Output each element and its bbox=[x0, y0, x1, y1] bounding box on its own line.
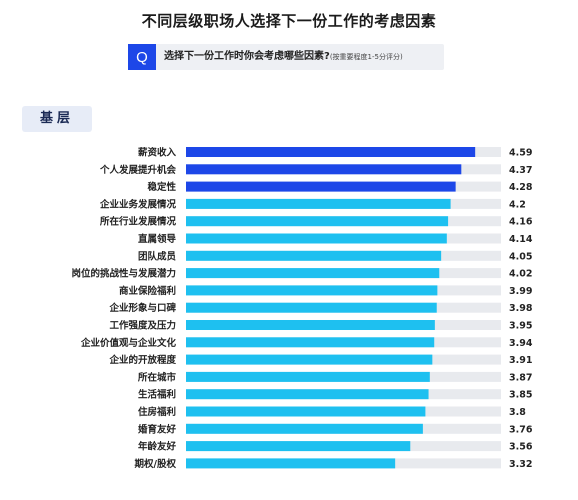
value-label: 4.59 bbox=[509, 148, 532, 159]
value-label: 3.94 bbox=[509, 338, 533, 349]
value-label: 3.8 bbox=[509, 407, 526, 418]
value-label: 3.87 bbox=[509, 372, 532, 383]
bar bbox=[186, 198, 451, 209]
bar bbox=[186, 164, 462, 175]
value-label: 4.28 bbox=[509, 182, 533, 193]
bar bbox=[186, 389, 429, 400]
chart-title: 不同层级职场人选择下一份工作的考虑因素 bbox=[141, 12, 437, 30]
bar bbox=[186, 423, 423, 434]
value-label: 3.98 bbox=[509, 303, 533, 314]
category-label: 企业价值观与企业文化 bbox=[80, 337, 177, 349]
value-label: 3.85 bbox=[509, 390, 532, 401]
value-label: 3.99 bbox=[509, 286, 532, 297]
bar bbox=[186, 181, 456, 192]
category-label: 所在行业发展情况 bbox=[100, 216, 177, 228]
category-label: 个人发展提升机会 bbox=[99, 164, 177, 176]
value-label: 4.14 bbox=[509, 234, 533, 245]
category-label: 稳定性 bbox=[147, 181, 176, 193]
value-label: 4.16 bbox=[509, 217, 533, 228]
bar bbox=[186, 268, 440, 279]
category-label: 企业业务发展情况 bbox=[99, 198, 177, 210]
category-label: 薪资收入 bbox=[138, 147, 177, 159]
value-label: 3.76 bbox=[509, 424, 533, 435]
category-label: 所在城市 bbox=[138, 371, 177, 383]
bar bbox=[186, 406, 426, 417]
bar bbox=[186, 337, 435, 348]
question-box: Q 选择下一份工作时你会考虑哪些因素?(按重要程度1-5分评分) bbox=[128, 44, 444, 70]
bar bbox=[186, 250, 442, 261]
bar bbox=[186, 320, 435, 330]
value-label: 3.56 bbox=[509, 442, 533, 453]
bar-chart: 薪资收入 4.59 个人发展提升机会 4.37 稳定性 4.28 企业业务发展情况 4.2 所在… bbox=[71, 147, 533, 470]
category-label: 住房福利 bbox=[138, 406, 176, 418]
category-label: 年龄友好 bbox=[138, 441, 177, 453]
bar bbox=[186, 354, 433, 365]
question-main: 选择下一份工作时你会考虑哪些因素? bbox=[164, 51, 330, 62]
value-label: 4.05 bbox=[509, 251, 532, 262]
bar bbox=[186, 458, 396, 469]
category-label: 期权/股权 bbox=[135, 458, 177, 470]
category-label: 企业形象与口碑 bbox=[108, 302, 176, 314]
category-label: 企业的开放程度 bbox=[108, 354, 176, 366]
question-badge-icon: Q bbox=[128, 44, 156, 70]
section-tag: 基层 bbox=[22, 106, 92, 132]
category-label: 生活福利 bbox=[138, 389, 176, 401]
value-label: 3.91 bbox=[509, 355, 532, 366]
bar bbox=[186, 147, 476, 157]
value-label: 4.2 bbox=[509, 199, 526, 210]
category-label: 婚育友好 bbox=[137, 423, 177, 435]
question-note: (按重要程度1-5分评分) bbox=[329, 53, 403, 61]
value-label: 4.37 bbox=[509, 165, 532, 176]
value-label: 4.02 bbox=[509, 269, 532, 280]
category-label: 岗位的挑战性与发展潜力 bbox=[71, 268, 176, 280]
category-label: 商业保险福利 bbox=[119, 285, 176, 297]
bar bbox=[186, 441, 411, 452]
category-label: 团队成员 bbox=[138, 250, 177, 262]
bar bbox=[186, 285, 438, 296]
value-label: 3.32 bbox=[509, 459, 532, 470]
category-label: 工作强度及压力 bbox=[109, 320, 176, 332]
question-text: 选择下一份工作时你会考虑哪些因素?(按重要程度1-5分评分) bbox=[164, 44, 403, 70]
bar bbox=[186, 302, 437, 313]
bar bbox=[186, 233, 447, 244]
category-label: 直属领导 bbox=[138, 233, 177, 245]
value-label: 3.95 bbox=[509, 321, 532, 332]
bar bbox=[186, 371, 430, 382]
bar bbox=[186, 216, 449, 227]
